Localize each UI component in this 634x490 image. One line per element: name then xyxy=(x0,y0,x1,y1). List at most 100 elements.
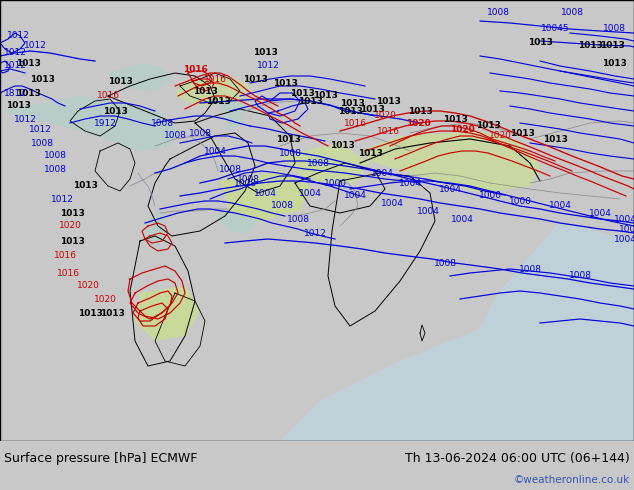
Text: 1008: 1008 xyxy=(236,174,259,183)
Text: ©weatheronline.co.uk: ©weatheronline.co.uk xyxy=(514,475,630,485)
Text: 1013: 1013 xyxy=(358,148,382,157)
Text: 1013: 1013 xyxy=(108,76,133,85)
Text: 1004: 1004 xyxy=(548,201,571,211)
Polygon shape xyxy=(145,209,168,251)
Text: 1004: 1004 xyxy=(399,178,422,188)
Text: Surface pressure [hPa] ECMWF: Surface pressure [hPa] ECMWF xyxy=(4,451,197,465)
Text: 1012: 1012 xyxy=(23,42,46,50)
Text: 1020: 1020 xyxy=(450,124,474,133)
Text: 1013: 1013 xyxy=(527,39,552,48)
Text: 1013: 1013 xyxy=(337,106,363,116)
Polygon shape xyxy=(220,171,310,221)
Text: 1013: 1013 xyxy=(72,181,98,191)
Polygon shape xyxy=(460,221,634,441)
Text: 1004: 1004 xyxy=(344,192,366,200)
Text: 1012: 1012 xyxy=(4,62,27,71)
Text: 1008: 1008 xyxy=(569,271,592,280)
Text: 1013: 1013 xyxy=(330,142,354,150)
Polygon shape xyxy=(360,131,540,193)
Text: 1008: 1008 xyxy=(519,265,541,273)
Text: 1013: 1013 xyxy=(252,49,278,57)
Text: 1004: 1004 xyxy=(588,209,611,218)
Polygon shape xyxy=(280,321,634,441)
Text: 1013: 1013 xyxy=(16,89,41,98)
Text: 1012: 1012 xyxy=(257,62,280,71)
Text: 1004: 1004 xyxy=(204,147,226,155)
Text: 1012: 1012 xyxy=(304,228,327,238)
Text: 1008: 1008 xyxy=(30,139,53,147)
Text: 1004: 1004 xyxy=(619,224,634,234)
Text: 1013: 1013 xyxy=(100,309,124,318)
Text: 1013: 1013 xyxy=(243,74,268,83)
Text: 1020: 1020 xyxy=(77,281,100,291)
Polygon shape xyxy=(135,286,200,341)
Text: 1008: 1008 xyxy=(44,165,67,173)
Text: 1008: 1008 xyxy=(278,148,302,157)
Text: 1004: 1004 xyxy=(254,189,276,197)
Text: 1000: 1000 xyxy=(479,192,501,200)
Text: 1020: 1020 xyxy=(406,119,430,127)
Text: 1013: 1013 xyxy=(6,101,30,111)
Text: 1013: 1013 xyxy=(443,115,467,123)
Text: 1020: 1020 xyxy=(58,221,81,230)
Text: 1016: 1016 xyxy=(56,269,79,277)
Text: 1013: 1013 xyxy=(543,134,567,144)
Text: 1020: 1020 xyxy=(489,131,512,141)
Text: 1004: 1004 xyxy=(451,215,474,223)
Text: 1000: 1000 xyxy=(323,178,347,188)
Text: 1013: 1013 xyxy=(359,104,384,114)
Text: 1008: 1008 xyxy=(219,165,242,173)
Text: 1013: 1013 xyxy=(205,97,230,105)
Text: 1000: 1000 xyxy=(508,196,531,205)
Text: 1016: 1016 xyxy=(377,126,399,136)
Text: 1008: 1008 xyxy=(44,151,67,161)
Text: 1013: 1013 xyxy=(276,134,301,144)
Text: 1812: 1812 xyxy=(4,89,27,98)
Text: 1008: 1008 xyxy=(486,8,510,18)
Text: 1008: 1008 xyxy=(560,8,583,18)
Text: 1016: 1016 xyxy=(344,119,366,127)
Text: 1008: 1008 xyxy=(306,158,330,168)
Text: 1012: 1012 xyxy=(51,195,74,203)
Text: 1004: 1004 xyxy=(370,169,394,177)
Text: 1008: 1008 xyxy=(602,24,626,33)
Text: 1013: 1013 xyxy=(476,122,500,130)
Text: 1013: 1013 xyxy=(290,89,314,98)
Text: 1013: 1013 xyxy=(60,237,84,245)
Text: 1020: 1020 xyxy=(373,112,396,121)
Text: 1016: 1016 xyxy=(204,74,226,83)
Polygon shape xyxy=(280,143,370,183)
Polygon shape xyxy=(175,76,250,106)
Text: 1012: 1012 xyxy=(13,115,36,123)
Text: Th 13-06-2024 06:00 UTC (06+144): Th 13-06-2024 06:00 UTC (06+144) xyxy=(405,451,630,465)
Polygon shape xyxy=(215,203,258,233)
Text: 1020: 1020 xyxy=(94,294,117,303)
Text: 1008: 1008 xyxy=(188,128,212,138)
Text: 1012: 1012 xyxy=(4,49,27,57)
Text: 1013: 1013 xyxy=(103,106,127,116)
Text: 1013: 1013 xyxy=(375,97,401,105)
Text: 1013: 1013 xyxy=(578,42,602,50)
Polygon shape xyxy=(0,96,180,151)
Text: 1012: 1012 xyxy=(6,31,29,41)
Text: 10045: 10045 xyxy=(541,24,569,33)
Text: 1004: 1004 xyxy=(614,235,634,244)
Text: 1008: 1008 xyxy=(150,119,174,127)
Text: 1013: 1013 xyxy=(600,42,624,50)
Text: 1016: 1016 xyxy=(96,92,119,100)
Text: 1008: 1008 xyxy=(287,215,309,223)
Text: 1004: 1004 xyxy=(417,206,439,216)
Text: 1013: 1013 xyxy=(16,58,41,68)
Text: 1013: 1013 xyxy=(340,98,365,107)
Text: 1016: 1016 xyxy=(183,65,207,74)
Text: 1013: 1013 xyxy=(273,78,297,88)
Text: 1013: 1013 xyxy=(408,106,432,116)
Text: 1013: 1013 xyxy=(30,74,55,83)
Text: 1008: 1008 xyxy=(164,131,186,141)
Text: 1004: 1004 xyxy=(439,185,462,194)
Text: 1008: 1008 xyxy=(233,178,257,188)
Text: 1012: 1012 xyxy=(29,124,51,133)
Text: 1013: 1013 xyxy=(510,128,534,138)
Text: 1008: 1008 xyxy=(271,201,294,211)
Text: 1013: 1013 xyxy=(602,58,626,68)
